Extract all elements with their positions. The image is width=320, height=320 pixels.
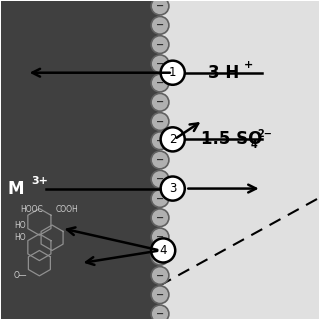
Text: −: − bbox=[156, 213, 164, 223]
Circle shape bbox=[151, 228, 169, 246]
Circle shape bbox=[161, 177, 185, 201]
Circle shape bbox=[151, 151, 169, 169]
Text: 1.5 SO: 1.5 SO bbox=[201, 130, 263, 148]
Text: HO: HO bbox=[14, 233, 26, 242]
Circle shape bbox=[151, 286, 169, 304]
Text: −: − bbox=[156, 78, 164, 88]
Text: −: − bbox=[156, 116, 164, 126]
Circle shape bbox=[151, 209, 169, 227]
Text: −: − bbox=[156, 270, 164, 280]
Text: −: − bbox=[156, 232, 164, 242]
Text: 3+: 3+ bbox=[31, 176, 48, 186]
Bar bbox=[1, 1, 160, 319]
Text: COOH: COOH bbox=[55, 205, 78, 214]
Circle shape bbox=[151, 132, 169, 150]
Text: −: − bbox=[156, 251, 164, 261]
Circle shape bbox=[151, 189, 169, 207]
Circle shape bbox=[151, 238, 175, 262]
Text: 2−: 2− bbox=[257, 129, 272, 139]
Text: −: − bbox=[156, 155, 164, 165]
Text: −: − bbox=[156, 59, 164, 69]
Circle shape bbox=[151, 16, 169, 34]
Text: 1: 1 bbox=[169, 66, 176, 79]
Text: 4: 4 bbox=[159, 244, 167, 257]
Text: −: − bbox=[156, 194, 164, 204]
Bar bbox=[160, 1, 319, 319]
Text: HO: HO bbox=[14, 220, 26, 229]
Text: −: − bbox=[156, 1, 164, 11]
Text: −: − bbox=[156, 97, 164, 107]
Text: −: − bbox=[156, 309, 164, 319]
Text: HOOC: HOOC bbox=[20, 205, 43, 214]
Text: −: − bbox=[156, 174, 164, 184]
Text: 4: 4 bbox=[251, 140, 257, 150]
Text: 2: 2 bbox=[169, 133, 176, 146]
Circle shape bbox=[151, 170, 169, 188]
Text: −: − bbox=[156, 136, 164, 146]
Text: +: + bbox=[244, 60, 253, 70]
Circle shape bbox=[151, 74, 169, 92]
Text: 3: 3 bbox=[169, 182, 176, 195]
Circle shape bbox=[151, 113, 169, 131]
Text: −: − bbox=[156, 20, 164, 30]
Text: −: − bbox=[156, 40, 164, 50]
Circle shape bbox=[151, 0, 169, 15]
Text: M: M bbox=[8, 180, 24, 197]
Circle shape bbox=[151, 247, 169, 265]
Text: −: − bbox=[156, 290, 164, 300]
Text: O—: O— bbox=[14, 271, 28, 280]
Circle shape bbox=[161, 127, 185, 151]
Circle shape bbox=[161, 61, 185, 85]
Circle shape bbox=[151, 305, 169, 320]
Circle shape bbox=[151, 55, 169, 73]
Text: 3 H: 3 H bbox=[208, 64, 239, 82]
Circle shape bbox=[151, 93, 169, 111]
Circle shape bbox=[151, 267, 169, 284]
Circle shape bbox=[151, 36, 169, 53]
